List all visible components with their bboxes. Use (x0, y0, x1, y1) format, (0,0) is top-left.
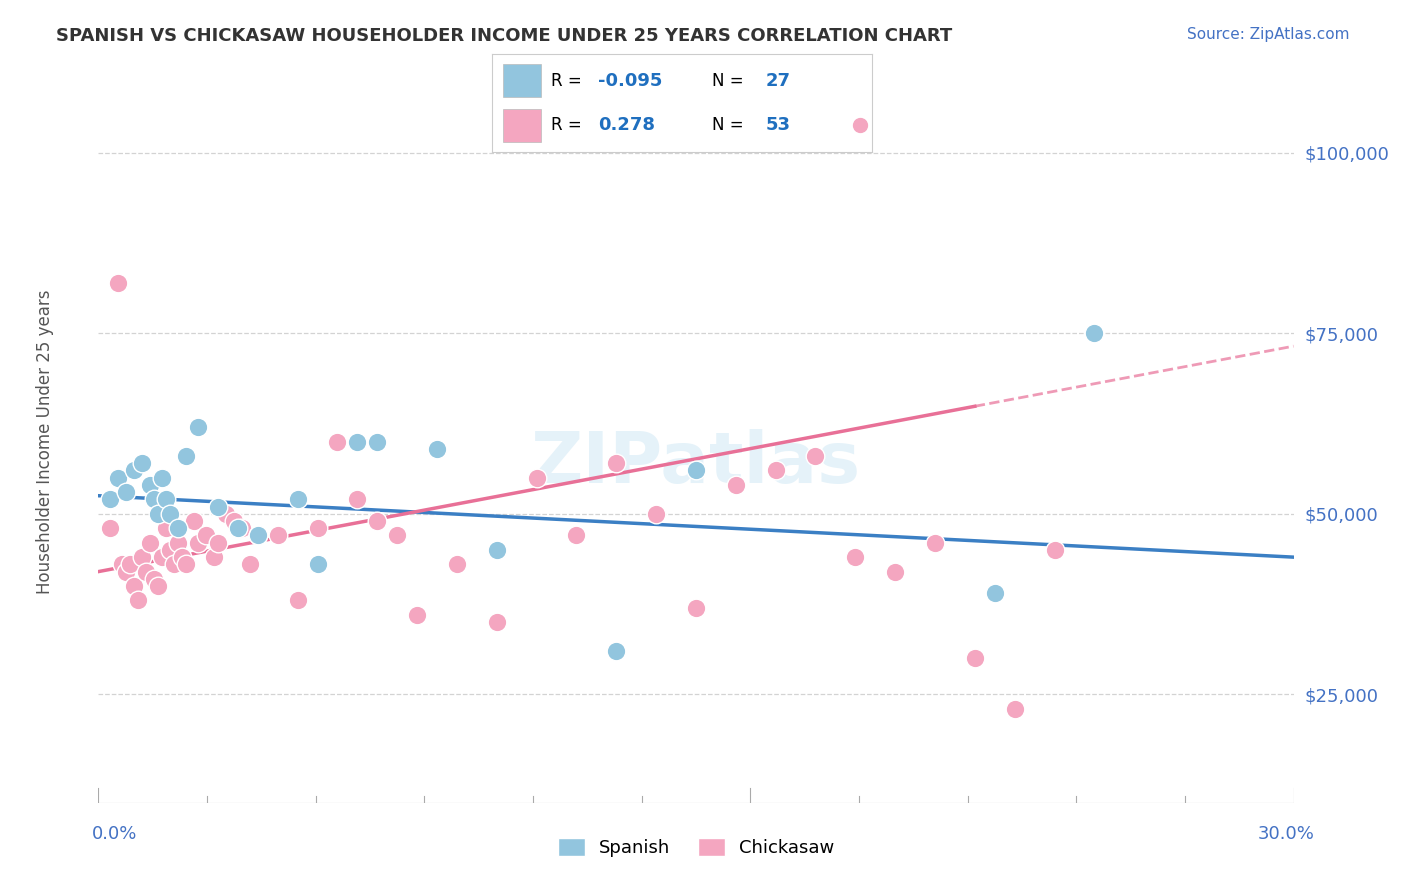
Point (307, 521, 329, 535)
Text: -0.095: -0.095 (599, 71, 662, 89)
Text: Householder Income Under 25 years: Householder Income Under 25 years (35, 289, 53, 594)
Point (124, 579, 146, 593)
Point (187, 535, 209, 549)
Point (565, 528, 588, 542)
Point (159, 542, 181, 557)
Point (150, 470, 173, 484)
Text: 27: 27 (765, 71, 790, 89)
Point (111, 558, 134, 572)
Point (207, 535, 229, 549)
Point (326, 434, 349, 449)
Point (131, 550, 153, 565)
Point (884, 565, 907, 579)
Point (139, 478, 162, 492)
Point (685, 463, 707, 477)
Point (107, 276, 129, 290)
Point (844, 550, 866, 565)
Point (645, 507, 668, 521)
Point (239, 558, 262, 572)
Point (924, 535, 946, 549)
Point (98, 492, 122, 507)
Point (174, 558, 197, 572)
Point (1004, 702, 1026, 716)
Point (231, 521, 253, 535)
Point (159, 507, 181, 521)
Point (183, 514, 205, 528)
Legend: Spanish, Chickasaw: Spanish, Chickasaw (548, 829, 844, 866)
Point (135, 565, 157, 579)
Point (724, 478, 747, 492)
Point (307, 558, 329, 572)
Text: N =: N = (713, 116, 749, 134)
Point (226, 521, 249, 535)
Point (187, 420, 209, 434)
Text: N =: N = (713, 71, 749, 89)
Bar (503, 64, 541, 96)
Point (426, 442, 449, 456)
Point (98, 521, 122, 535)
Point (115, 485, 138, 500)
Point (215, 507, 238, 521)
Point (155, 492, 177, 507)
Point (526, 470, 548, 484)
Point (148, 579, 170, 593)
Point (155, 521, 177, 535)
Point (605, 644, 627, 658)
Point (148, 507, 170, 521)
Point (143, 492, 166, 507)
Point (143, 572, 166, 586)
Point (984, 586, 1007, 600)
Point (1043, 542, 1066, 557)
Point (127, 593, 149, 607)
Text: 30.0%: 30.0% (1258, 825, 1315, 843)
Point (139, 535, 162, 549)
Text: R =: R = (551, 71, 586, 89)
Point (804, 449, 827, 463)
Point (446, 558, 468, 572)
Point (287, 593, 309, 607)
Point (120, 558, 142, 572)
Point (963, 651, 986, 665)
Point (765, 463, 787, 477)
Point (246, 528, 269, 542)
Point (685, 600, 707, 615)
Point (366, 434, 388, 449)
Point (1083, 326, 1105, 340)
Point (385, 528, 409, 542)
Point (150, 550, 173, 565)
Point (163, 558, 186, 572)
Text: R =: R = (551, 116, 586, 134)
Point (485, 615, 508, 630)
Point (107, 470, 129, 484)
Point (167, 535, 190, 549)
Point (406, 607, 429, 622)
Text: 0.278: 0.278 (599, 116, 655, 134)
Point (172, 550, 194, 565)
Point (207, 500, 229, 514)
Point (346, 492, 368, 507)
Point (174, 449, 197, 463)
Point (202, 550, 225, 565)
Point (195, 528, 218, 542)
Point (346, 434, 368, 449)
Text: SPANISH VS CHICKASAW HOUSEHOLDER INCOME UNDER 25 YEARS CORRELATION CHART: SPANISH VS CHICKASAW HOUSEHOLDER INCOME … (56, 27, 952, 45)
Point (167, 521, 190, 535)
Point (131, 456, 153, 470)
Point (124, 463, 146, 477)
Text: 53: 53 (765, 116, 790, 134)
Point (222, 514, 245, 528)
Point (246, 528, 269, 542)
Text: Source: ZipAtlas.com: Source: ZipAtlas.com (1187, 27, 1350, 42)
Point (485, 542, 508, 557)
Point (366, 514, 388, 528)
Point (115, 565, 138, 579)
Point (605, 456, 627, 470)
Point (287, 492, 309, 507)
Point (267, 528, 290, 542)
Text: ZIPatlas: ZIPatlas (531, 429, 860, 498)
Text: 0.0%: 0.0% (91, 825, 136, 843)
Bar (503, 110, 541, 142)
